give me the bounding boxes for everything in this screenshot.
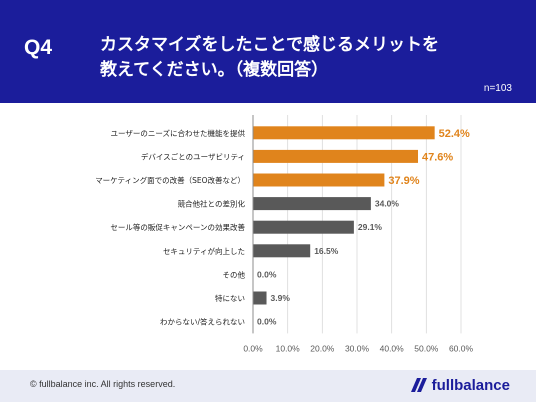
category-label: デバイスごとのユーザビリティ: [141, 151, 245, 161]
x-tick-label: 20.0%: [310, 343, 335, 353]
x-tick-label: 60.0%: [449, 343, 474, 353]
header-banner: Q4 カスタマイズをしたことで感じるメリットを 教えてください。（複数回答） n…: [0, 0, 536, 103]
question-title-line-2: 教えてください。（複数回答）: [100, 60, 329, 80]
bar: [253, 244, 311, 258]
value-label: 0.0%: [257, 269, 277, 279]
value-label: 34.0%: [375, 199, 400, 209]
category-label: その他: [223, 269, 246, 279]
question-title-line-1: カスタマイズをしたことで感じるメリットを: [100, 35, 439, 55]
bar: [253, 197, 371, 211]
category-label: 競合他社との差別化: [178, 199, 246, 209]
category-label: マーケティング面での改善（SEO改善など）: [95, 175, 245, 185]
x-tick-label: 40.0%: [380, 343, 405, 353]
value-label: 47.6%: [422, 151, 453, 163]
bar: [253, 173, 385, 187]
value-label: 16.5%: [314, 246, 339, 256]
category-label: セキュリティが向上した: [163, 246, 245, 256]
category-label: セール等の販促キャンペーンの効果改善: [110, 222, 245, 232]
copyright-text: © fullbalance inc. All rights reserved.: [30, 379, 176, 389]
bar: [253, 220, 354, 234]
x-tick-label: 10.0%: [276, 343, 301, 353]
value-label: 0.0%: [257, 317, 277, 327]
category-label: わからない/答えられない: [160, 317, 245, 327]
x-tick-label: 30.0%: [345, 343, 370, 353]
value-label: 37.9%: [388, 175, 419, 187]
x-tick-label: 0.0%: [243, 343, 263, 353]
fullbalance-logo-icon: [410, 378, 427, 392]
bar: [253, 149, 419, 163]
bar-chart: 0.0% 10.0% 20.0% 30.0% 40.0% 50.0% 60.0% ユーザーのニ…: [95, 115, 474, 353]
x-tick-label: 50.0%: [414, 343, 439, 353]
bar: [253, 126, 435, 140]
question-number: Q4: [24, 36, 53, 59]
sample-size: n=103: [483, 83, 512, 94]
category-label: ユーザーのニーズに合わせた機能を提供: [111, 128, 246, 138]
logo-text: fullbalance: [431, 376, 510, 394]
footer: © fullbalance inc. All rights reserved. …: [0, 370, 536, 402]
category-label: 特にない: [215, 293, 245, 303]
value-label: 3.9%: [271, 293, 291, 303]
value-label: 52.4%: [439, 128, 470, 140]
bar: [253, 291, 267, 305]
value-label: 29.1%: [358, 222, 383, 232]
company-logo: fullbalance: [408, 375, 510, 395]
